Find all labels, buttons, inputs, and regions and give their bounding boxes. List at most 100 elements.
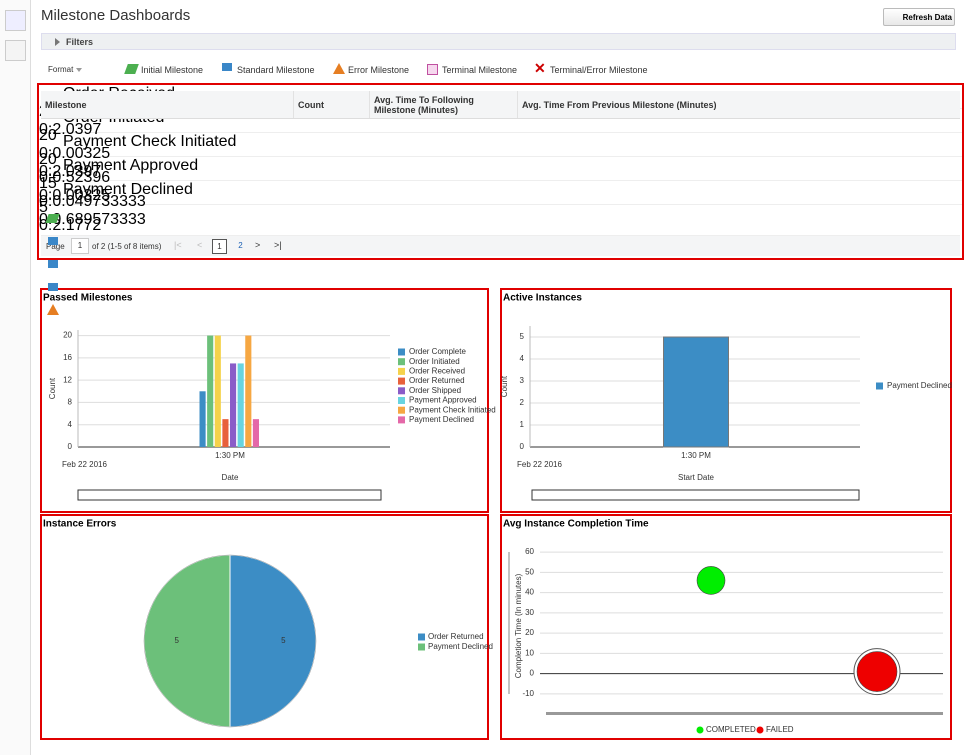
x-axis-bar xyxy=(546,712,943,715)
standard-icon xyxy=(48,260,58,268)
slice-label: 5 xyxy=(174,636,179,645)
bar xyxy=(199,391,206,447)
table-header: Milestone Count Avg. Time To Following Mil… xyxy=(41,91,960,119)
y-axis-label: Count xyxy=(48,377,57,399)
legend-label: Order Returned xyxy=(409,376,465,385)
y-tick-label: 60 xyxy=(525,547,534,556)
page-number[interactable]: 2 xyxy=(238,241,243,250)
chart-panel xyxy=(500,288,952,513)
legend-swatch xyxy=(398,397,405,404)
table-cell: 0:2.0397 xyxy=(39,121,102,138)
legend-item: Initial Milestone xyxy=(141,65,204,75)
page-label: Page xyxy=(46,242,65,251)
legend-label: Payment Declined xyxy=(409,415,474,424)
error-icon xyxy=(47,304,59,315)
legend-swatch xyxy=(398,406,405,414)
overview-scrollbar xyxy=(531,489,860,501)
standard-icon xyxy=(222,63,232,71)
y-tick-label: 40 xyxy=(525,588,534,597)
chart-title: Instance Errors xyxy=(43,519,117,530)
y-tick-label: 4 xyxy=(520,354,525,363)
milestone-table: Milestone Count Avg. Time To Following Mil… xyxy=(37,83,964,315)
legend-label: Payment Check Initiated xyxy=(409,405,496,414)
table-cell: 15 xyxy=(39,175,57,192)
page-number[interactable]: 1 xyxy=(212,239,227,254)
y-tick-label: 1 xyxy=(520,420,525,429)
error-icon xyxy=(333,63,345,74)
legend-swatch xyxy=(398,348,405,356)
table-cell: 0:0.52396 xyxy=(39,169,111,186)
table-cell: 20 xyxy=(39,151,57,168)
column-header: Avg. Time To Following Milestone (Minute… xyxy=(369,91,517,118)
y-tick-label: 30 xyxy=(525,608,534,617)
y-tick-label: 50 xyxy=(525,567,534,576)
filters-bar[interactable]: Filters xyxy=(41,33,956,50)
bar xyxy=(245,335,252,447)
date-label: Feb 22 2016 xyxy=(62,460,107,469)
chart-title: Active Instances xyxy=(503,293,582,304)
nav-first[interactable]: |< xyxy=(174,240,182,250)
terminal-icon xyxy=(427,64,438,75)
legend-swatch xyxy=(398,387,405,395)
page-title: Milestone Dashboards xyxy=(41,7,191,24)
date-label: Feb 22 2016 xyxy=(517,460,562,469)
point xyxy=(696,566,726,595)
table-cell: Payment Check Initiated xyxy=(63,133,237,150)
legend-swatch xyxy=(696,726,704,734)
table-cell: 5 xyxy=(39,199,48,216)
x-tick-label: 1:30 PM xyxy=(215,451,245,460)
y-tick-label: 12 xyxy=(63,375,72,384)
table-cell: 0:0.00325 xyxy=(39,145,111,162)
legend-swatch xyxy=(418,633,425,641)
chart-panel xyxy=(40,288,489,513)
column-header: Avg. Time From Previous Milestone (Minut… xyxy=(517,91,960,118)
page-summary: of 2 (1-5 of 8 items) xyxy=(92,242,162,251)
table-cell: Payment Approved xyxy=(63,157,199,174)
legend-swatch xyxy=(756,726,764,734)
y-tick-label: 20 xyxy=(525,628,534,637)
legend-swatch xyxy=(876,382,883,390)
bar xyxy=(214,335,221,447)
format-menu[interactable]: Format xyxy=(48,65,74,74)
legend-label: COMPLETED xyxy=(706,725,756,734)
y-tick-label: 0 xyxy=(520,442,525,451)
legend-label: Order Shipped xyxy=(409,386,461,395)
legend-label: Payment Approved xyxy=(409,396,477,405)
bar xyxy=(663,336,729,448)
y-tick-label: 0 xyxy=(530,669,535,678)
nav-last[interactable]: >| xyxy=(274,240,282,250)
report-icon[interactable] xyxy=(5,40,26,61)
table-cell: Payment Declined xyxy=(63,181,193,198)
chart-panel xyxy=(500,514,952,740)
legend-label: Order Returned xyxy=(428,632,484,641)
y-tick-label: 0 xyxy=(68,442,73,451)
table-row: Payment Check Initiated 20 0:0.52396 0:0.00… xyxy=(39,133,962,204)
page-input[interactable]: 1 xyxy=(71,238,89,254)
legend-label: Order Initiated xyxy=(409,357,460,366)
legend-label: Order Received xyxy=(409,367,465,376)
chart-title: Passed Milestones xyxy=(43,293,133,304)
dropdown-arrow xyxy=(76,68,82,72)
y-tick-label: 4 xyxy=(68,420,73,429)
legend-swatch xyxy=(398,377,405,385)
refresh-button[interactable]: Refresh Data xyxy=(883,8,955,26)
bar xyxy=(222,419,229,447)
expand-arrow xyxy=(55,38,60,46)
y-tick-label: 10 xyxy=(525,648,534,657)
legend-item: Error Milestone xyxy=(348,65,410,75)
nav-next[interactable]: > xyxy=(255,240,261,250)
dashboard-icon[interactable] xyxy=(5,10,26,31)
legend-item: Terminal/Error Milestone xyxy=(550,65,648,75)
pie-slice xyxy=(143,554,231,728)
legend-label: Payment Declined xyxy=(887,381,952,390)
legend-swatch xyxy=(418,643,425,651)
legend-swatch xyxy=(398,367,405,375)
y-axis-label: Completion Time (In minutes) xyxy=(514,573,523,678)
slice-label: 5 xyxy=(281,636,286,645)
column-header: Milestone xyxy=(45,99,87,110)
y-axis-label: Count xyxy=(500,375,509,397)
nav-prev[interactable]: < xyxy=(197,240,203,250)
legend-item: Standard Milestone xyxy=(237,65,315,75)
chart-panel xyxy=(40,514,489,740)
